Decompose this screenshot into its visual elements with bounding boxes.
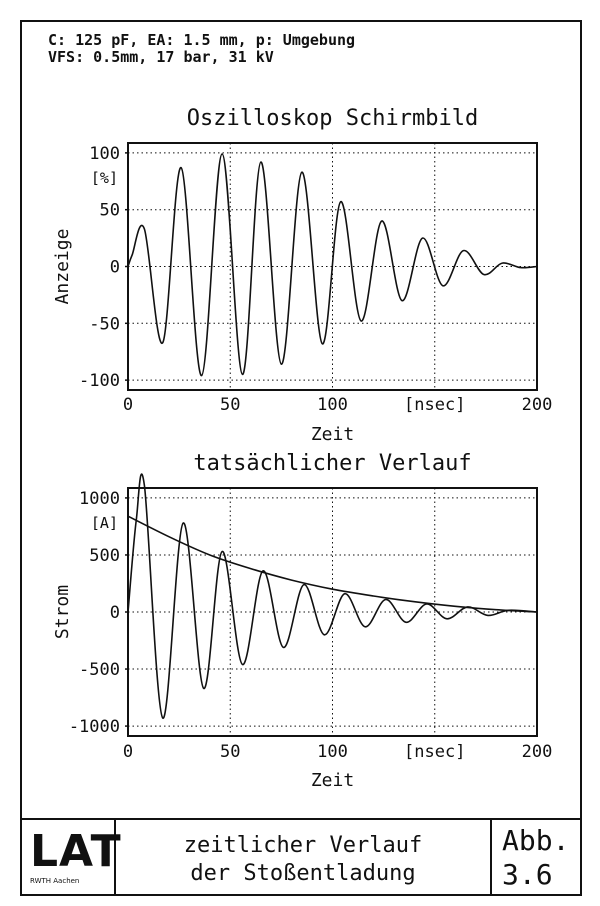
chart1-ytick-label: -100 [79, 371, 120, 391]
chart2-ytick-label: 500 [89, 546, 120, 566]
figure-number: Abb. 3.6 [492, 820, 582, 896]
logo-text: LAT [30, 826, 122, 877]
chart2-series-1 [127, 473, 538, 719]
page-frame [20, 20, 582, 896]
caption-line-1: zeitlicher Verlauf [183, 833, 423, 858]
chart2-ytick-label: 1000 [79, 489, 120, 509]
chart2-ytick-label: 0 [110, 603, 120, 623]
chart2-xlabel: Zeit [311, 770, 354, 791]
chart1-ylabel: Anzeige [52, 229, 73, 305]
lat-logo: LAT RWTH Aachen [20, 820, 121, 896]
chart2-ytick-label: -500 [79, 660, 120, 680]
params-line-2: VFS: 0.5mm, 17 bar, 31 kV [48, 48, 274, 66]
chart1-y-unit: [%] [91, 169, 118, 187]
chart2-ytick-label: -1000 [69, 717, 120, 737]
footer-divider [20, 818, 582, 820]
chart1-xtick-label: 0 [123, 395, 133, 415]
caption-line-2: der Stoßentladung [190, 861, 416, 886]
params-line-1: C: 125 pF, EA: 1.5 mm, p: Umgebung [48, 31, 356, 49]
measurement-parameters: C: 125 pF, EA: 1.5 mm, p: Umgebung VFS: … [48, 32, 355, 66]
chart2-title: tatsächlicher Verlauf [193, 451, 471, 476]
chart2-xtick-label: [nsec] [404, 742, 465, 762]
chart2-y-unit: [A] [91, 514, 118, 532]
chart1-ytick-label: 50 [100, 201, 120, 221]
logo-subtext: RWTH Aachen [30, 877, 80, 885]
figure-caption: zeitlicher Verlauf der Stoßentladung [116, 820, 492, 896]
chart1-xtick-label: 100 [317, 395, 348, 415]
chart2-ylabel: Strom [52, 585, 73, 639]
chart1-ytick-label: -50 [89, 314, 120, 334]
chart1-title: Oszilloskop Schirmbild [187, 106, 478, 131]
chart1-xtick-label: 200 [522, 395, 553, 415]
chart1-series-1 [127, 153, 538, 377]
chart1-ytick-label: 0 [110, 258, 120, 278]
chart1-xtick-label: 50 [220, 395, 240, 415]
figure-number-value: 3.6 [502, 858, 553, 891]
chart2-xtick-label: 100 [317, 742, 348, 762]
chart2-xtick-label: 50 [220, 742, 240, 762]
chart1-xlabel: Zeit [311, 424, 354, 445]
chart1-xtick-label: [nsec] [404, 395, 465, 415]
chart2-series-2 [127, 515, 538, 613]
chart1-ytick-label: 100 [89, 144, 120, 164]
chart2-xtick-label: 0 [123, 742, 133, 762]
chart2-xtick-label: 200 [522, 742, 553, 762]
figure-label: Abb. [502, 824, 570, 857]
